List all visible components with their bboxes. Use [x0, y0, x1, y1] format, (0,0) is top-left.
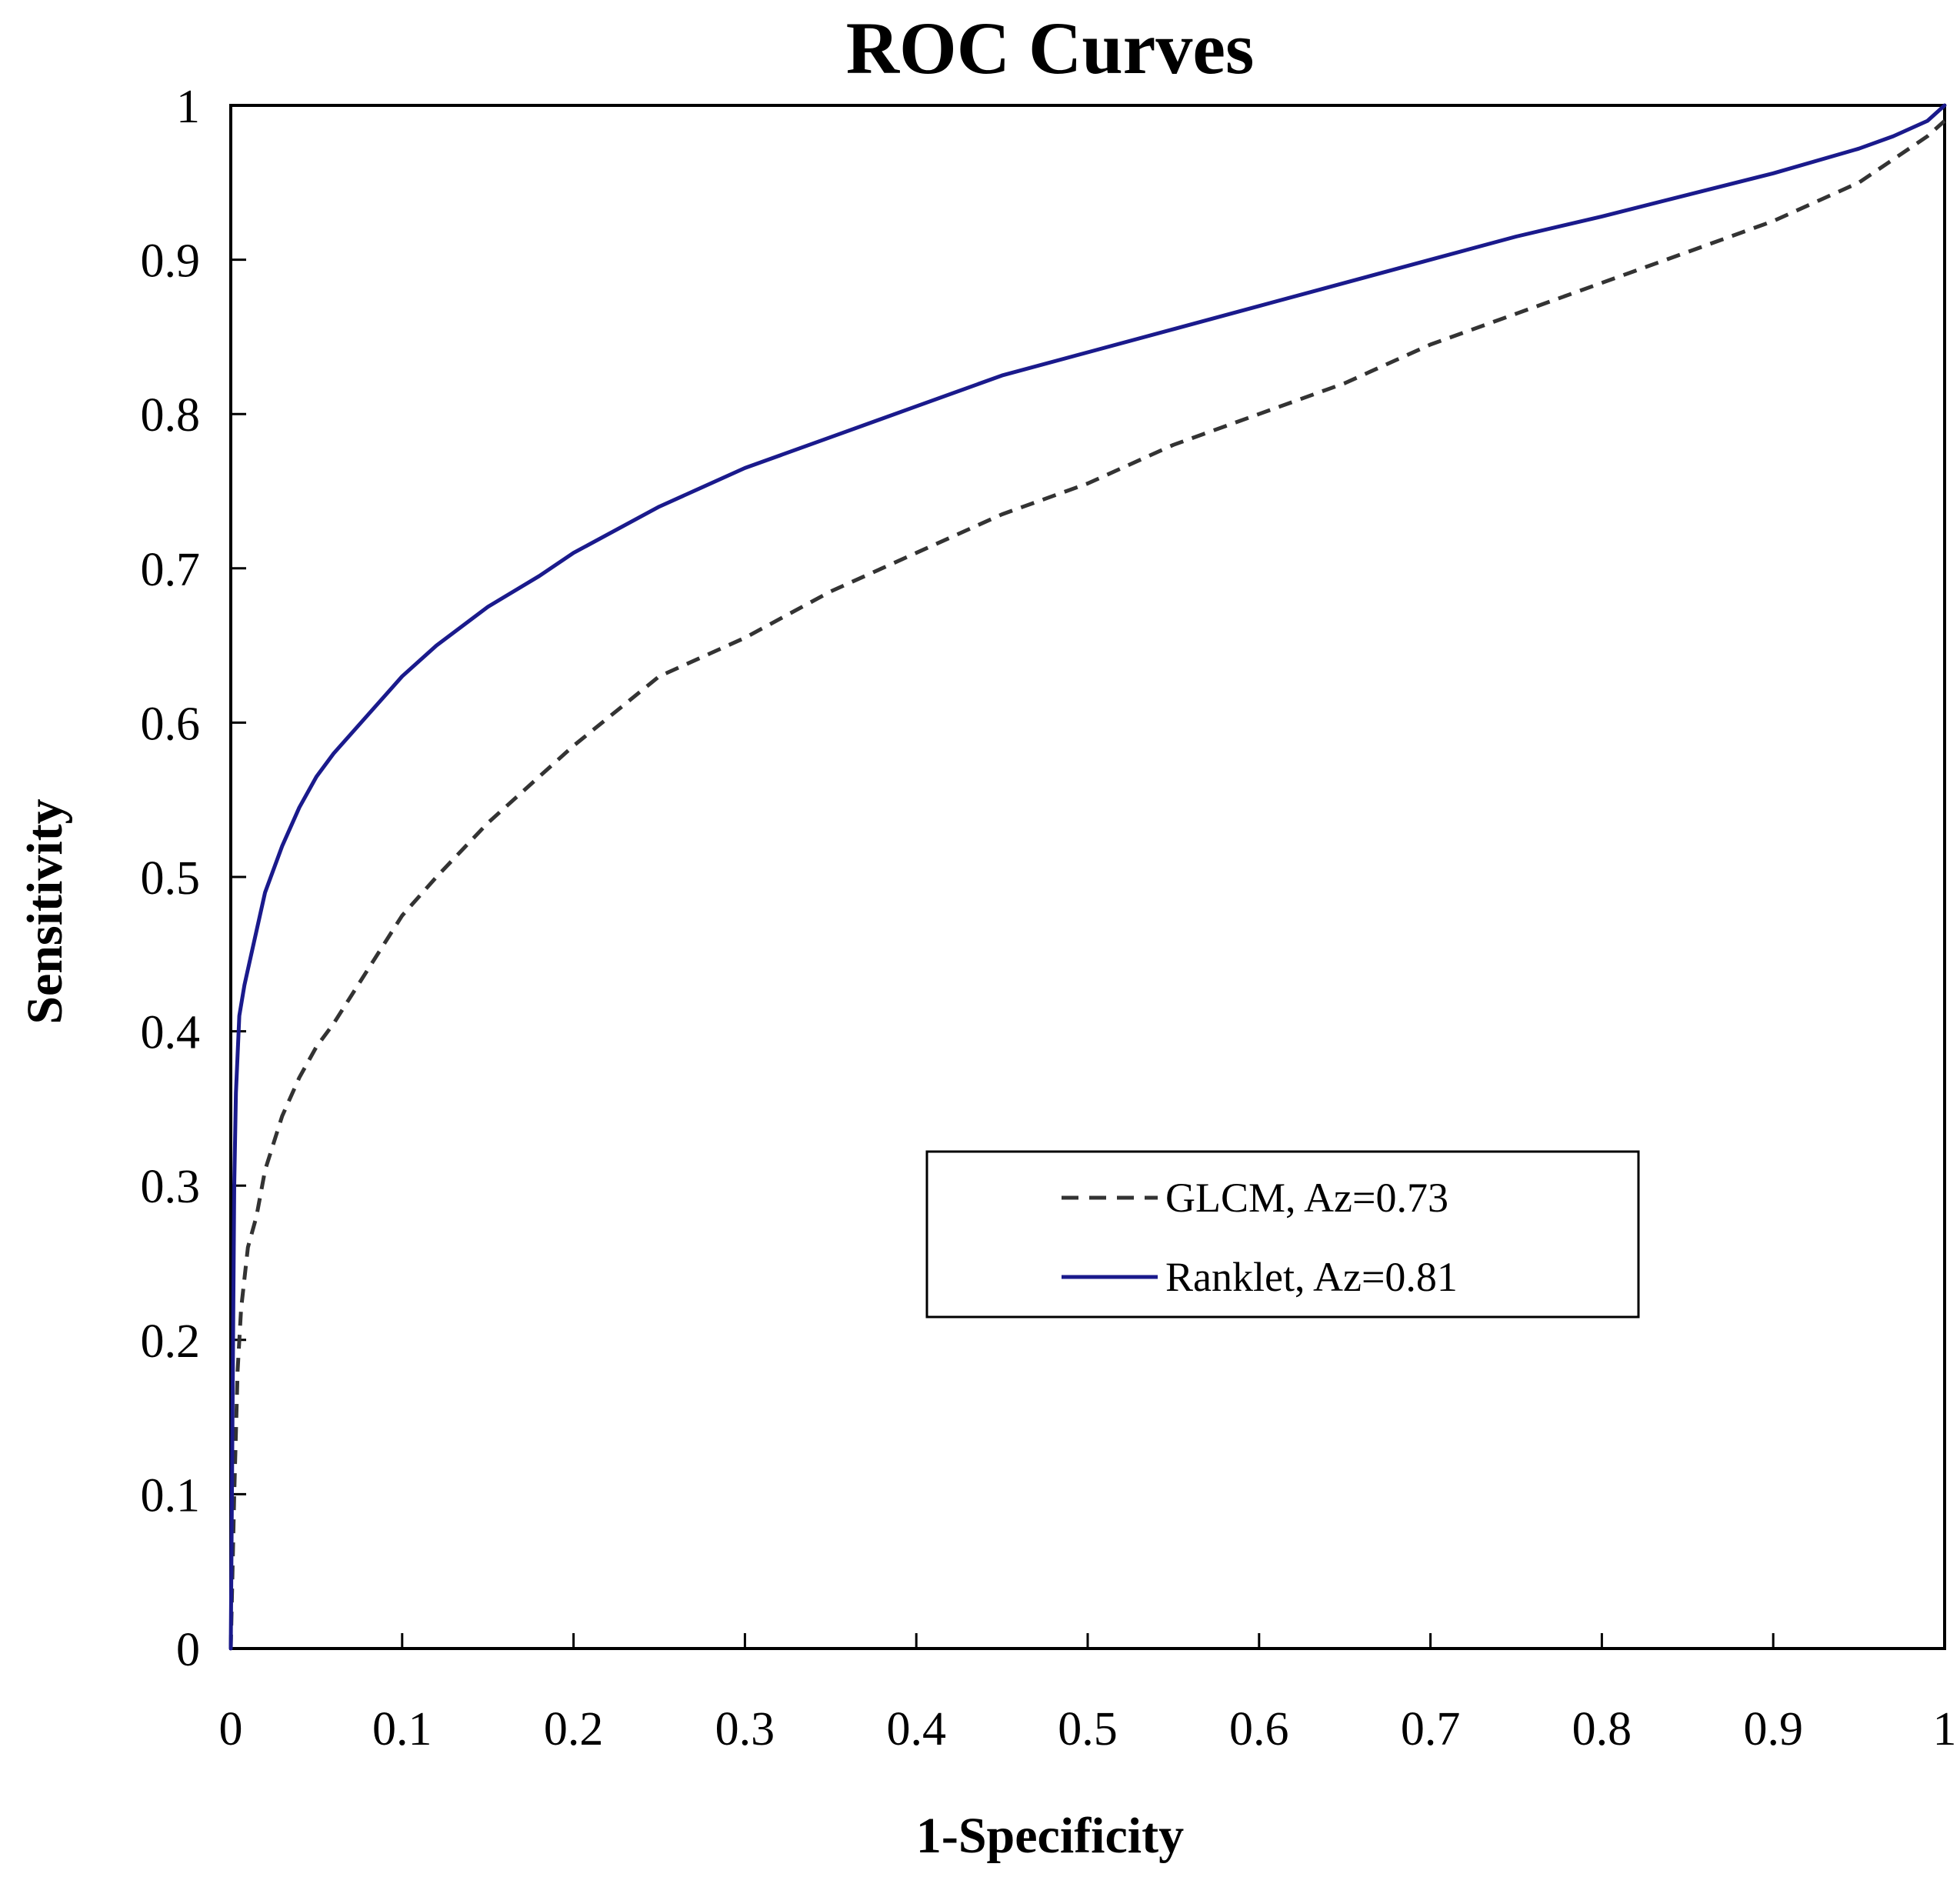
legend-box — [925, 1150, 1640, 1319]
y-tick-label: 0.8 — [141, 389, 201, 442]
y-tick-label: 0.2 — [141, 1315, 201, 1368]
x-axis-title: 1-Specificity — [916, 1808, 1184, 1864]
x-tick-label: 0.2 — [544, 1703, 604, 1755]
x-tick-label: 0.1 — [372, 1703, 432, 1755]
x-tick-label: 0.3 — [715, 1703, 775, 1755]
y-tick-label: 1 — [176, 81, 200, 133]
y-axis-title: Sensitivity — [17, 798, 73, 1024]
x-tick-label: 0.8 — [1572, 1703, 1632, 1755]
ranklet-curve — [228, 103, 1947, 1651]
x-tick-label: 0.7 — [1401, 1703, 1461, 1755]
x-tick-label: 0.9 — [1743, 1703, 1803, 1755]
y-tick-label: 0.4 — [141, 1007, 201, 1059]
x-tick-label: 0.6 — [1229, 1703, 1289, 1755]
y-tick-label: 0.6 — [141, 698, 201, 750]
plot-area — [229, 104, 1946, 1650]
y-tick-label: 0.9 — [141, 235, 201, 288]
legend-label-glcm: GLCM, Az=0.73 — [1165, 1175, 1448, 1221]
chart-title: ROC Curves — [846, 7, 1255, 89]
y-tick-label: 0.1 — [141, 1469, 201, 1522]
glcm-curve — [228, 119, 1946, 1649]
y-tick-label: 0 — [176, 1624, 200, 1676]
y-tick-label: 0.5 — [141, 852, 201, 905]
x-tick-label: 0.4 — [886, 1703, 946, 1755]
x-tick-label: 1 — [1933, 1703, 1957, 1755]
legend: GLCM, Az=0.73 Ranklet, Az=0.81 — [925, 1150, 1640, 1319]
y-tick-label: 0.3 — [141, 1161, 201, 1213]
x-tick-label: 0.5 — [1058, 1703, 1118, 1755]
x-tick-label: 0 — [219, 1703, 243, 1755]
legend-label-ranklet: Ranklet, Az=0.81 — [1165, 1254, 1458, 1300]
y-tick-label: 0.7 — [141, 544, 201, 596]
